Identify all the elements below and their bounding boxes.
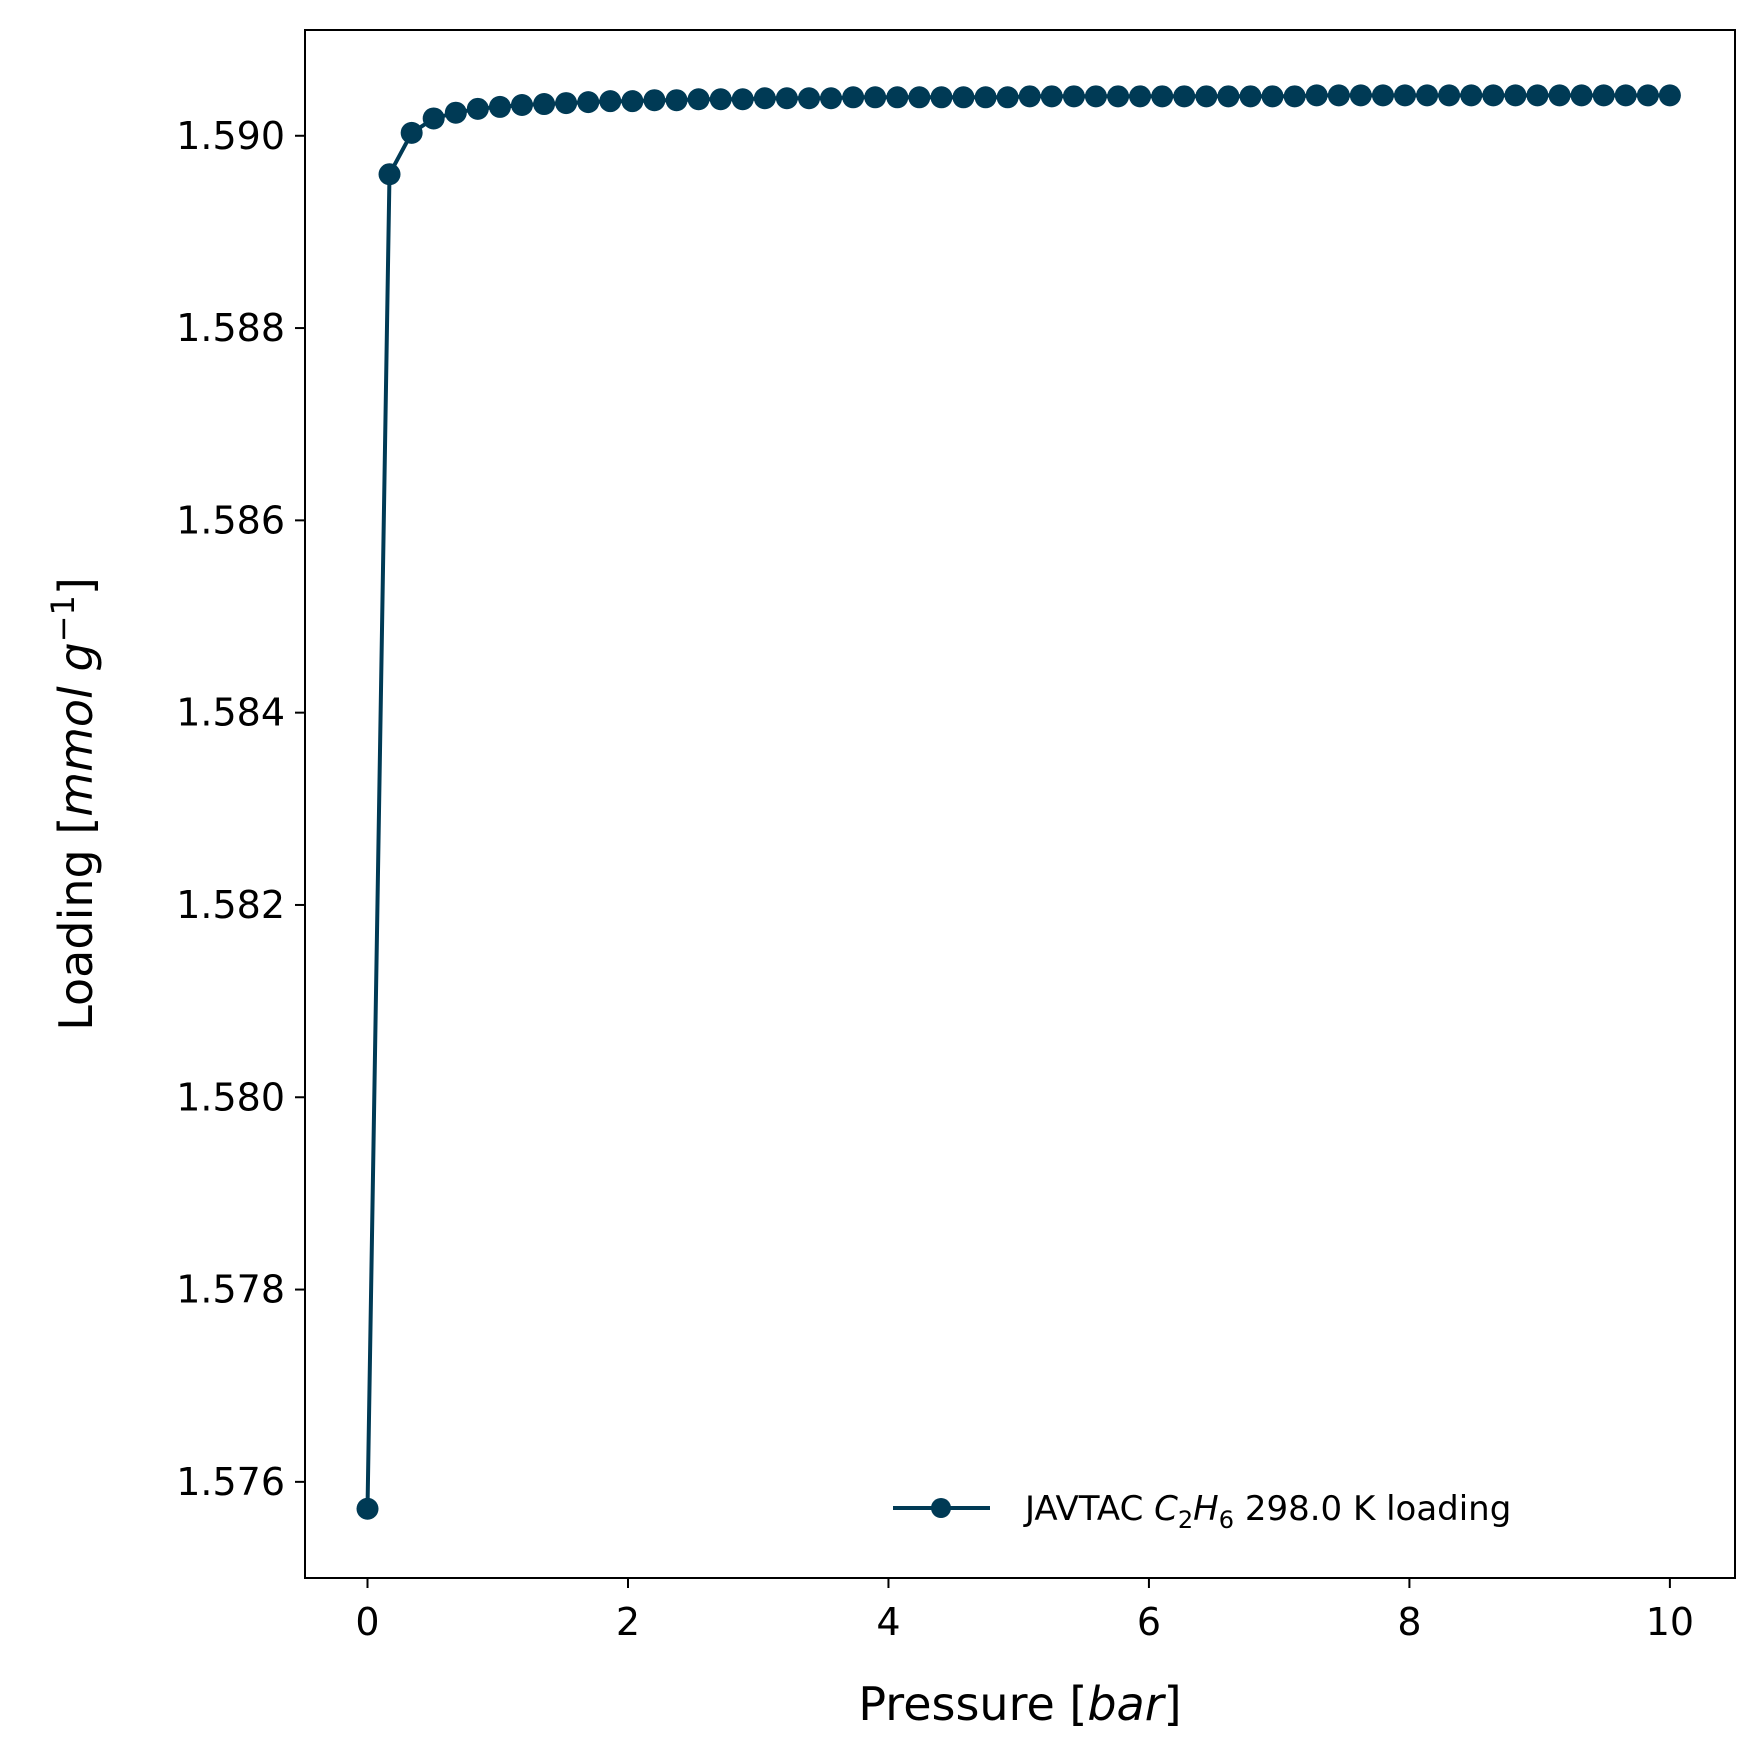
data-point — [709, 88, 732, 111]
data-point — [1283, 85, 1306, 108]
data-point — [1438, 84, 1461, 107]
data-point — [621, 90, 644, 113]
y-tick-label: 1.582 — [176, 883, 285, 927]
y-axis-ticks: 1.576 1.578 1.580 1.582 1.584 1.586 1.588 1.590 — [176, 114, 305, 1504]
x-tick-label: 2 — [616, 1600, 640, 1644]
data-point — [1371, 84, 1394, 107]
data-point — [687, 88, 710, 111]
data-point — [820, 87, 843, 110]
data-point — [1084, 85, 1107, 108]
data-point — [753, 87, 776, 110]
data-point — [1504, 84, 1527, 107]
data-point — [577, 91, 600, 114]
axes-frame — [304, 29, 1736, 1579]
x-tick-label: 4 — [876, 1600, 900, 1644]
x-tick-label: 8 — [1397, 1600, 1421, 1644]
data-point — [665, 89, 688, 112]
data-point — [378, 163, 401, 186]
data-point — [1349, 84, 1372, 107]
data-point — [1570, 84, 1593, 107]
data-point — [1151, 85, 1174, 108]
legend: JAVTAC C2H6 298.0 K loading — [893, 1489, 1511, 1534]
x-tick-label: 10 — [1646, 1600, 1694, 1644]
data-point — [599, 90, 622, 113]
data-point — [510, 93, 533, 116]
data-point — [356, 1497, 379, 1520]
data-point — [488, 95, 511, 118]
data-point — [1173, 85, 1196, 108]
data-point — [1107, 85, 1130, 108]
data-point — [842, 86, 865, 109]
data-point — [1592, 84, 1615, 107]
data-point — [400, 121, 423, 144]
data-point — [555, 92, 578, 115]
data-point — [1305, 84, 1328, 107]
data-point — [1129, 85, 1152, 108]
data-point — [974, 86, 997, 109]
data-point — [1217, 85, 1240, 108]
data-point — [1062, 85, 1085, 108]
data-point — [1040, 85, 1063, 108]
data-point — [952, 86, 975, 109]
legend-label: JAVTAC C2H6 298.0 K loading — [1023, 1489, 1511, 1534]
y-tick-label: 1.586 — [176, 498, 285, 542]
data-point — [775, 87, 798, 110]
x-axis-ticks: 0 2 4 6 8 10 — [355, 1578, 1694, 1644]
data-point — [643, 89, 666, 112]
y-tick-label: 1.590 — [176, 114, 285, 158]
y-tick-label: 1.578 — [176, 1268, 285, 1312]
y-tick-label: 1.580 — [176, 1075, 285, 1119]
legend-marker-swatch — [931, 1498, 951, 1518]
data-point — [1526, 84, 1549, 107]
data-point — [1658, 84, 1681, 107]
data-point — [908, 86, 931, 109]
data-point — [1636, 84, 1659, 107]
y-axis-label: Loading [mmol g−1] — [44, 577, 103, 1031]
data-point — [1460, 84, 1483, 107]
plot-area — [356, 84, 1681, 1520]
data-point — [1195, 85, 1218, 108]
data-point — [1482, 84, 1505, 107]
data-point — [1261, 85, 1284, 108]
data-point — [444, 101, 467, 124]
data-point — [1548, 84, 1571, 107]
y-tick-label: 1.584 — [176, 691, 285, 735]
data-point — [1018, 85, 1041, 108]
data-point — [422, 107, 445, 130]
data-point — [1614, 84, 1637, 107]
x-axis-label: Pressure [bar] — [858, 1677, 1181, 1731]
y-tick-label: 1.588 — [176, 306, 285, 350]
data-point — [1393, 84, 1416, 107]
data-point — [864, 86, 887, 109]
data-point — [996, 86, 1019, 109]
data-point — [798, 87, 821, 110]
data-point — [466, 97, 489, 120]
data-point — [1327, 84, 1350, 107]
x-tick-label: 0 — [355, 1600, 379, 1644]
data-point — [1416, 84, 1439, 107]
x-tick-label: 6 — [1137, 1600, 1161, 1644]
data-point — [1239, 85, 1262, 108]
y-tick-label: 1.576 — [176, 1460, 285, 1504]
data-point — [930, 86, 953, 109]
data-point — [533, 93, 556, 116]
data-point — [886, 86, 909, 109]
data-point — [731, 88, 754, 111]
